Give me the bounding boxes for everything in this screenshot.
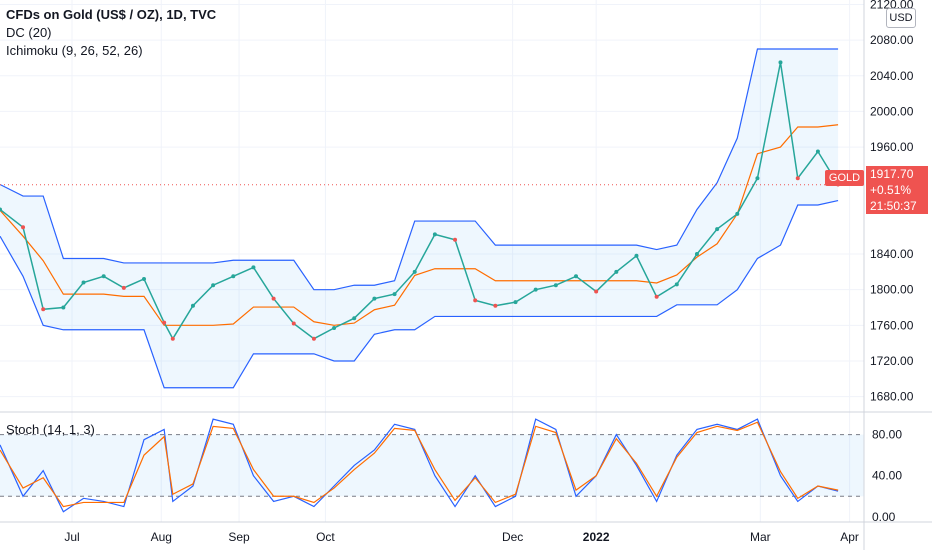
close-point xyxy=(170,336,175,341)
close-point xyxy=(493,303,498,308)
close-point xyxy=(795,176,800,181)
chart-legend: CFDs on Gold (US$ / OZ), 1D, TVC DC (20)… xyxy=(6,6,216,60)
close-point xyxy=(121,285,126,290)
close-point xyxy=(473,298,478,303)
time-tick-label: Oct xyxy=(316,530,335,544)
stochastic-pane xyxy=(0,418,864,513)
stoch-band-fill xyxy=(0,434,864,497)
close-point xyxy=(735,211,740,216)
dc-basis-line xyxy=(0,124,839,326)
close-point xyxy=(778,60,783,65)
time-tick-label: Apr xyxy=(840,530,859,544)
price-tick-label: 2080.00 xyxy=(870,33,914,47)
price-tick-label: 1760.00 xyxy=(870,318,914,332)
close-point xyxy=(41,307,46,312)
close-point xyxy=(634,253,639,258)
close-point xyxy=(654,294,659,299)
time-tick-label: Dec xyxy=(502,530,523,544)
stoch-k-line xyxy=(0,418,839,513)
time-tick-label: Jul xyxy=(64,530,79,544)
last-price: 1917.70 xyxy=(870,167,914,181)
close-point xyxy=(352,316,357,321)
close-point xyxy=(190,303,195,308)
close-point xyxy=(674,282,679,287)
price-tick-label: 1680.00 xyxy=(870,390,914,404)
close-point xyxy=(392,292,397,297)
close-point xyxy=(332,326,337,330)
close-point xyxy=(311,336,316,341)
close-point xyxy=(211,283,216,288)
close-point xyxy=(101,274,106,279)
time-tick-label: Sep xyxy=(228,530,250,544)
dc-upper-line xyxy=(0,48,839,291)
close-point xyxy=(594,289,599,294)
stoch-label[interactable]: Stoch (14, 1, 3) xyxy=(6,422,95,437)
grid xyxy=(0,0,864,522)
close-point xyxy=(574,274,578,279)
price-tick-label: 1840.00 xyxy=(870,247,914,261)
close-point xyxy=(412,269,417,274)
stoch-tick-label: 0.00 xyxy=(872,510,896,524)
close-point xyxy=(81,280,86,285)
close-point xyxy=(372,296,377,301)
donchian-channel xyxy=(0,48,839,389)
close-point xyxy=(291,321,296,326)
price-tick-label: 2040.00 xyxy=(870,69,914,83)
close-point xyxy=(614,269,619,274)
close-point xyxy=(0,207,2,212)
price-tick-label: 2000.00 xyxy=(870,104,914,118)
close-point xyxy=(694,252,699,257)
chart-title: CFDs on Gold (US$ / OZ), 1D, TVC xyxy=(6,7,217,22)
close-point xyxy=(513,300,518,305)
close-point xyxy=(142,276,146,281)
price-tick-label: 1800.00 xyxy=(870,283,914,297)
close-point xyxy=(553,283,558,288)
close-point xyxy=(251,265,256,270)
price-tick-label: 1960.00 xyxy=(870,140,914,154)
time-tick-label: Mar xyxy=(750,530,771,544)
close-point xyxy=(162,320,167,325)
price-tag: 1917.70 +0.51% 21:50:37 xyxy=(866,166,928,214)
time-tick-label: 2022 xyxy=(583,530,610,544)
stoch-tick-label: 80.00 xyxy=(872,428,902,442)
countdown: 21:50:37 xyxy=(870,199,917,213)
time-tick-label: Aug xyxy=(151,530,172,544)
dc-lower-line xyxy=(0,199,839,389)
close-point xyxy=(533,287,538,292)
price-tick-label: 1720.00 xyxy=(870,354,914,368)
close-point xyxy=(21,225,26,230)
close-point xyxy=(61,305,66,310)
price-line xyxy=(0,60,864,341)
stoch-d-line xyxy=(0,421,839,508)
indicator-dc-label[interactable]: DC (20) xyxy=(6,25,52,40)
close-point xyxy=(231,274,236,279)
close-point xyxy=(453,237,458,242)
close-point xyxy=(755,176,760,181)
close-point xyxy=(715,227,720,232)
close-point xyxy=(271,296,276,301)
change-pct: +0.51% xyxy=(870,183,912,197)
stoch-tick-label: 40.00 xyxy=(872,469,902,483)
close-point xyxy=(432,232,437,237)
close-point xyxy=(815,149,820,154)
symbol-tag: GOLD xyxy=(825,170,864,186)
indicator-ichimoku-label[interactable]: Ichimoku (9, 26, 52, 26) xyxy=(6,43,143,58)
price-tick-label: 2120.00 xyxy=(870,0,914,11)
dc-fill xyxy=(0,49,839,388)
currency-badge[interactable]: USD xyxy=(886,8,916,28)
